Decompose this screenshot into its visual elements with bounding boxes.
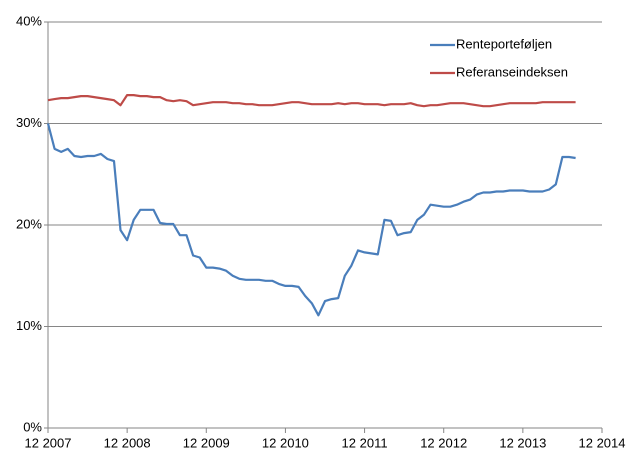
x-tick-label: 12 2013	[499, 435, 546, 450]
y-tick-label: 0%	[23, 419, 42, 434]
series-line	[46, 123, 576, 317]
x-tick-label: 12 2014	[579, 435, 626, 450]
x-tick-label: 12 2012	[420, 435, 467, 450]
y-tick-label: 40%	[16, 13, 42, 28]
x-tick-label: 12 2011	[342, 435, 388, 450]
x-tick-label: 12 2009	[183, 435, 230, 450]
y-tick-label: 10%	[16, 318, 42, 333]
y-tick-label: 20%	[16, 216, 42, 231]
legend-label: Referanseindeksen	[456, 64, 568, 79]
legend-label: Renteporteføljen	[456, 36, 552, 51]
y-tick-label: 30%	[16, 115, 42, 130]
x-tick-label: 12 2008	[104, 435, 151, 450]
x-tick-label: 12 2007	[25, 435, 72, 450]
series-line	[47, 94, 576, 108]
x-tick-label: 12 2010	[262, 435, 309, 450]
